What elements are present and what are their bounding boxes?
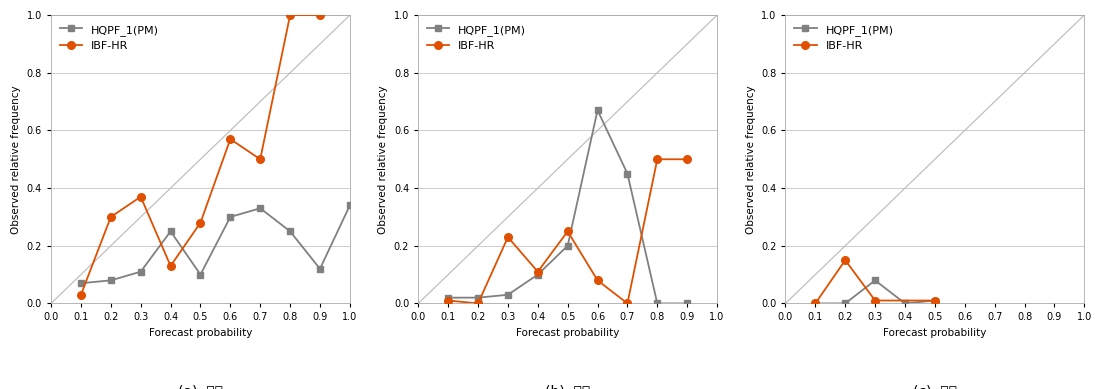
- IBF-HR: [808, 301, 822, 306]
- HQPF_1(PM): [471, 295, 484, 300]
- HQPF_1(PM): [283, 229, 297, 234]
- HQPF_1(PM): [898, 301, 911, 306]
- IBF-HR: [441, 298, 454, 303]
- HQPF_1(PM): [194, 272, 207, 277]
- IBF-HR: [501, 235, 514, 240]
- HQPF_1(PM): [164, 229, 178, 234]
- HQPF_1(PM): [838, 301, 852, 306]
- IBF-HR: [74, 293, 87, 297]
- Text: (b)  교통: (b) 교통: [545, 384, 590, 389]
- IBF-HR: [313, 13, 326, 18]
- IBF-HR: [164, 264, 178, 268]
- Legend: HQPF_1(PM), IBF-HR: HQPF_1(PM), IBF-HR: [56, 21, 162, 54]
- Y-axis label: Observed relative frequency: Observed relative frequency: [746, 85, 756, 233]
- Line: IBF-HR: IBF-HR: [445, 156, 690, 307]
- HQPF_1(PM): [313, 266, 326, 271]
- HQPF_1(PM): [929, 298, 942, 303]
- HQPF_1(PM): [868, 278, 881, 283]
- HQPF_1(PM): [254, 206, 267, 210]
- Text: (a)  보행: (a) 보행: [178, 384, 223, 389]
- IBF-HR: [651, 157, 664, 161]
- IBF-HR: [561, 229, 575, 234]
- IBF-HR: [929, 298, 942, 303]
- Line: IBF-HR: IBF-HR: [812, 256, 939, 307]
- IBF-HR: [135, 194, 148, 199]
- HQPF_1(PM): [532, 272, 545, 277]
- HQPF_1(PM): [561, 244, 575, 248]
- X-axis label: Forecast probability: Forecast probability: [884, 328, 986, 338]
- HQPF_1(PM): [104, 278, 117, 283]
- IBF-HR: [681, 157, 694, 161]
- IBF-HR: [838, 258, 852, 263]
- Y-axis label: Observed relative frequency: Observed relative frequency: [378, 85, 388, 233]
- IBF-HR: [471, 301, 484, 306]
- Line: HQPF_1(PM): HQPF_1(PM): [445, 107, 690, 307]
- HQPF_1(PM): [808, 301, 822, 306]
- IBF-HR: [621, 301, 634, 306]
- IBF-HR: [224, 137, 237, 142]
- Legend: HQPF_1(PM), IBF-HR: HQPF_1(PM), IBF-HR: [791, 21, 897, 54]
- IBF-HR: [104, 215, 117, 219]
- HQPF_1(PM): [224, 215, 237, 219]
- IBF-HR: [194, 220, 207, 225]
- HQPF_1(PM): [441, 295, 454, 300]
- IBF-HR: [591, 278, 604, 283]
- Line: HQPF_1(PM): HQPF_1(PM): [812, 277, 938, 307]
- HQPF_1(PM): [681, 301, 694, 306]
- Y-axis label: Observed relative frequency: Observed relative frequency: [11, 85, 21, 233]
- X-axis label: Forecast probability: Forecast probability: [516, 328, 620, 338]
- IBF-HR: [283, 13, 297, 18]
- Legend: HQPF_1(PM), IBF-HR: HQPF_1(PM), IBF-HR: [424, 21, 529, 54]
- Line: IBF-HR: IBF-HR: [77, 11, 324, 299]
- IBF-HR: [868, 298, 881, 303]
- HQPF_1(PM): [591, 108, 604, 112]
- HQPF_1(PM): [343, 203, 356, 208]
- X-axis label: Forecast probability: Forecast probability: [149, 328, 253, 338]
- HQPF_1(PM): [74, 281, 87, 286]
- HQPF_1(PM): [501, 293, 514, 297]
- IBF-HR: [532, 269, 545, 274]
- HQPF_1(PM): [621, 171, 634, 176]
- HQPF_1(PM): [135, 269, 148, 274]
- HQPF_1(PM): [651, 301, 664, 306]
- IBF-HR: [254, 157, 267, 161]
- Text: (c)  시설: (c) 시설: [913, 384, 957, 389]
- Line: HQPF_1(PM): HQPF_1(PM): [78, 202, 353, 286]
